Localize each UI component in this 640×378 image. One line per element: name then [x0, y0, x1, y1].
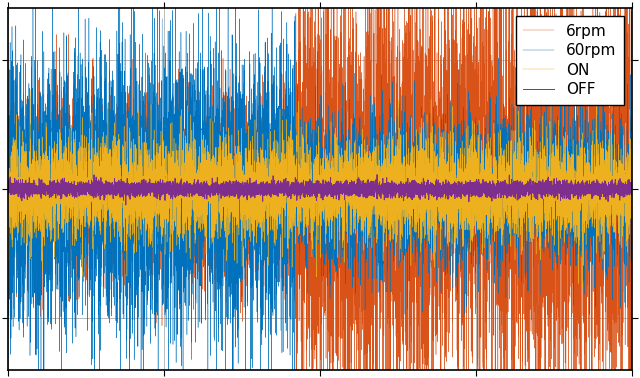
OFF	[374, 190, 381, 194]
6rpm	[373, 51, 381, 56]
60rpm	[467, 207, 474, 212]
ON	[230, 153, 238, 158]
ON	[401, 222, 408, 226]
ON	[36, 221, 44, 226]
Line: 60rpm: 60rpm	[8, 0, 632, 378]
60rpm	[36, 290, 44, 295]
OFF	[373, 172, 381, 177]
Line: 6rpm: 6rpm	[8, 0, 632, 378]
ON	[500, 180, 508, 185]
6rpm	[4, 187, 12, 191]
60rpm	[4, 65, 12, 69]
6rpm	[628, 246, 636, 251]
OFF	[628, 193, 636, 197]
60rpm	[628, 158, 636, 163]
6rpm	[36, 208, 44, 212]
6rpm	[467, 152, 474, 157]
ON	[26, 87, 34, 92]
Line: OFF: OFF	[8, 175, 632, 205]
6rpm	[500, 232, 508, 237]
ON	[628, 232, 636, 237]
60rpm	[374, 193, 381, 198]
6rpm	[230, 203, 238, 207]
OFF	[122, 203, 130, 207]
OFF	[36, 192, 44, 196]
ON	[579, 286, 586, 291]
60rpm	[401, 201, 408, 206]
ON	[373, 176, 381, 180]
OFF	[500, 181, 508, 186]
Line: ON: ON	[8, 90, 632, 288]
60rpm	[500, 196, 508, 200]
Legend: 6rpm, 60rpm, ON, OFF: 6rpm, 60rpm, ON, OFF	[516, 16, 624, 105]
OFF	[401, 192, 408, 197]
OFF	[230, 185, 238, 190]
ON	[4, 181, 12, 186]
60rpm	[230, 161, 238, 166]
OFF	[467, 184, 474, 189]
OFF	[4, 192, 12, 197]
ON	[467, 137, 474, 141]
